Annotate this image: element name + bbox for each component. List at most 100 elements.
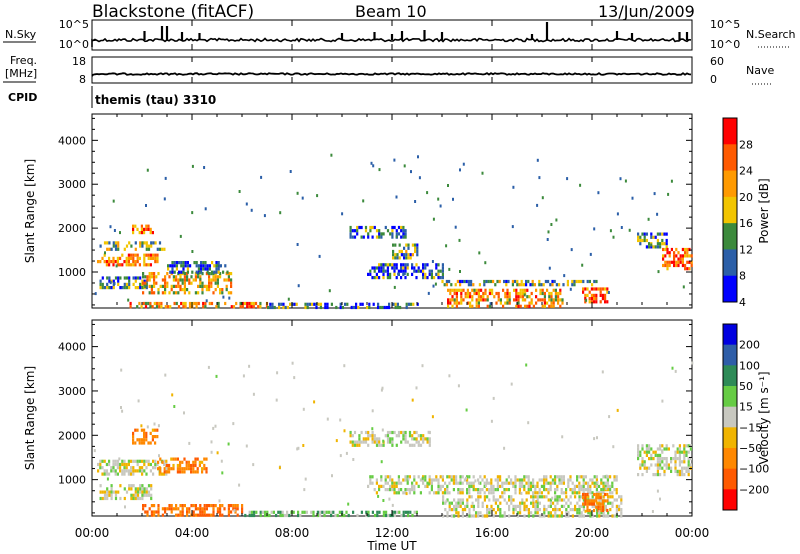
data-cell bbox=[503, 511, 506, 515]
data-cell bbox=[663, 447, 666, 451]
data-cell bbox=[477, 501, 480, 505]
data-cell bbox=[208, 504, 211, 508]
data-cell bbox=[439, 269, 442, 273]
data-cell bbox=[112, 466, 115, 470]
colorbar-segment bbox=[723, 249, 737, 277]
data-cell bbox=[678, 450, 681, 454]
data-cell bbox=[527, 514, 530, 518]
data-cell bbox=[250, 208, 253, 212]
data-cell bbox=[170, 507, 173, 511]
data-cell bbox=[472, 475, 475, 479]
data-cell bbox=[391, 229, 394, 233]
data-cell bbox=[586, 287, 589, 291]
data-cell bbox=[195, 261, 198, 265]
data-cell bbox=[386, 437, 390, 441]
data-cell bbox=[194, 470, 197, 474]
data-cell bbox=[150, 493, 153, 497]
data-cell bbox=[606, 287, 609, 291]
data-cell bbox=[567, 498, 570, 502]
data-cell bbox=[648, 444, 651, 448]
data-cell bbox=[554, 478, 557, 482]
data-cell bbox=[394, 305, 397, 310]
data-cell bbox=[513, 288, 516, 292]
data-cell bbox=[223, 278, 226, 282]
data-cell bbox=[587, 484, 590, 488]
data-cell bbox=[588, 499, 591, 503]
data-cell bbox=[144, 301, 148, 306]
data-cell bbox=[367, 437, 370, 441]
data-cell bbox=[415, 276, 418, 280]
data-cell bbox=[117, 247, 120, 251]
data-cell bbox=[144, 275, 147, 279]
data-cell bbox=[426, 263, 429, 267]
data-cell bbox=[455, 478, 458, 482]
data-cell bbox=[527, 491, 530, 495]
data-cell bbox=[132, 224, 135, 228]
data-cell bbox=[286, 510, 289, 514]
data-cell bbox=[450, 501, 453, 505]
data-cell bbox=[143, 256, 146, 260]
data-cell bbox=[221, 513, 224, 517]
data-cell bbox=[558, 283, 561, 287]
data-cell bbox=[477, 488, 480, 492]
data-cell bbox=[639, 235, 642, 239]
data-cell bbox=[156, 435, 159, 439]
data-cell bbox=[661, 238, 664, 243]
data-cell bbox=[276, 371, 279, 375]
nsky-tick-top-left: 10^5 bbox=[59, 18, 89, 31]
data-cell bbox=[295, 302, 298, 306]
data-cell bbox=[582, 514, 585, 518]
data-cell bbox=[435, 266, 438, 270]
data-cell bbox=[383, 305, 386, 310]
data-cell bbox=[227, 507, 230, 511]
data-cell bbox=[442, 495, 445, 499]
data-cell bbox=[345, 510, 348, 514]
data-cell bbox=[519, 288, 522, 292]
data-cell bbox=[157, 507, 160, 511]
data-cell bbox=[416, 253, 419, 257]
data-cell bbox=[364, 437, 368, 441]
time-x-axis: 00:00 04:00 08:00 12:00 16:00 20:00 00:00 bbox=[75, 20, 709, 540]
data-cell bbox=[606, 300, 609, 304]
data-cell bbox=[356, 225, 359, 230]
data-cell bbox=[373, 434, 376, 438]
data-cell bbox=[543, 488, 546, 492]
data-cell bbox=[132, 459, 135, 463]
data-cell bbox=[414, 249, 417, 254]
data-cell bbox=[393, 513, 396, 518]
data-cell bbox=[404, 430, 407, 435]
data-cell bbox=[203, 507, 206, 511]
data-cell bbox=[598, 498, 601, 502]
data-cell bbox=[650, 243, 653, 247]
data-cell bbox=[396, 305, 399, 310]
data-cell bbox=[601, 297, 604, 301]
data-cell bbox=[120, 406, 122, 409]
data-cell bbox=[219, 264, 222, 268]
data-cell bbox=[138, 438, 141, 442]
data-cell bbox=[424, 478, 427, 482]
data-cell bbox=[535, 500, 538, 504]
data-cell bbox=[163, 462, 166, 467]
data-cell bbox=[328, 289, 331, 293]
data-cell bbox=[659, 245, 662, 249]
data-cell bbox=[656, 232, 659, 236]
data-cell bbox=[515, 291, 518, 296]
x-axis-label: Time UT bbox=[366, 539, 417, 553]
data-cell bbox=[378, 484, 381, 488]
data-cell bbox=[535, 301, 538, 305]
data-cell bbox=[576, 511, 579, 515]
data-cell bbox=[424, 266, 427, 270]
data-cell bbox=[396, 302, 399, 306]
data-cell bbox=[120, 368, 123, 372]
data-cell bbox=[136, 305, 139, 309]
data-cell bbox=[366, 305, 369, 310]
data-cell bbox=[304, 305, 307, 310]
data-cell bbox=[186, 288, 189, 292]
data-cell bbox=[395, 263, 398, 267]
data-cell bbox=[194, 275, 197, 279]
data-cell bbox=[445, 499, 448, 503]
data-cell bbox=[179, 513, 182, 517]
data-cell bbox=[543, 478, 546, 482]
data-cell bbox=[134, 224, 137, 228]
